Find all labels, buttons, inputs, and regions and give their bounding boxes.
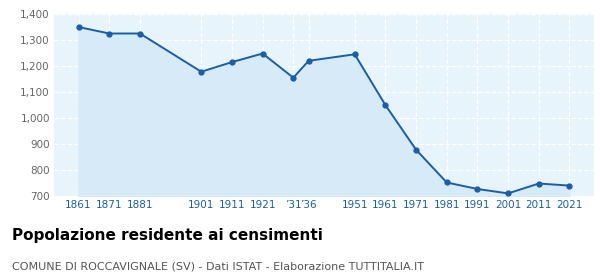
Text: Popolazione residente ai censimenti: Popolazione residente ai censimenti — [12, 228, 323, 243]
Text: COMUNE DI ROCCAVIGNALE (SV) - Dati ISTAT - Elaborazione TUTTITALIA.IT: COMUNE DI ROCCAVIGNALE (SV) - Dati ISTAT… — [12, 262, 424, 272]
